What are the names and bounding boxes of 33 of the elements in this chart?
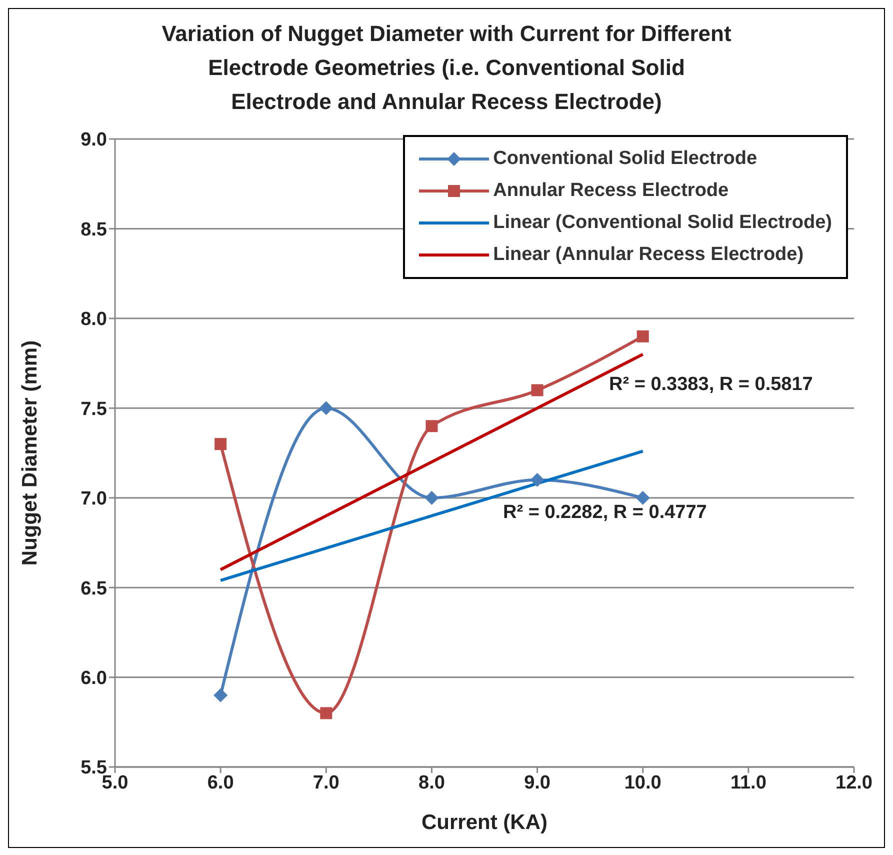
legend-label: Linear (Conventional Solid Electrode) (493, 212, 832, 234)
y-tick-label: 8.0 (80, 309, 107, 330)
point (531, 384, 544, 396)
point (214, 438, 227, 450)
x-tick-label: 10.0 (624, 772, 662, 794)
x-tick-label: 6.0 (207, 772, 234, 794)
point (320, 707, 332, 720)
y-axis-title: Nugget Diameter (mm) (18, 340, 42, 566)
x-tick-label: 7.0 (312, 772, 340, 794)
x-tick-label: 9.0 (524, 772, 550, 794)
x-tick-label: 12.0 (836, 772, 872, 794)
point (424, 490, 439, 505)
point (214, 688, 228, 702)
point (636, 490, 650, 505)
point (319, 401, 334, 416)
chart-title: Variation of Nugget Diameter with Current for Different Electrode Geometries (i.e. Conventional Solid Electrode and Annular Recess Electrode) (160, 20, 732, 116)
legend-label: Conventional Solid Electrode (493, 148, 758, 170)
point (530, 472, 544, 487)
legend-label: Linear (Annular Recess Electrode) (493, 244, 804, 266)
x-tick-label: 8.0 (418, 772, 445, 794)
x-axis-title: Current (KA) (422, 811, 548, 834)
point (636, 330, 649, 342)
legend-label: Annular Recess Electrode (493, 180, 729, 202)
y-tick-label: 7.0 (80, 488, 107, 510)
annotation: R² = 0.3383, R = 0.5817 (609, 374, 813, 396)
y-tick-label: 6.5 (80, 578, 108, 600)
y-tick-label: 9.0 (80, 130, 107, 151)
y-tick-label: 8.5 (80, 219, 108, 240)
point (426, 420, 438, 432)
annotation: R² = 0.2282, R = 0.4777 (503, 502, 707, 524)
y-tick-label: 7.5 (80, 398, 108, 420)
y-tick-label: 6.0 (80, 668, 107, 690)
x-tick-label: 11.0 (730, 772, 766, 794)
